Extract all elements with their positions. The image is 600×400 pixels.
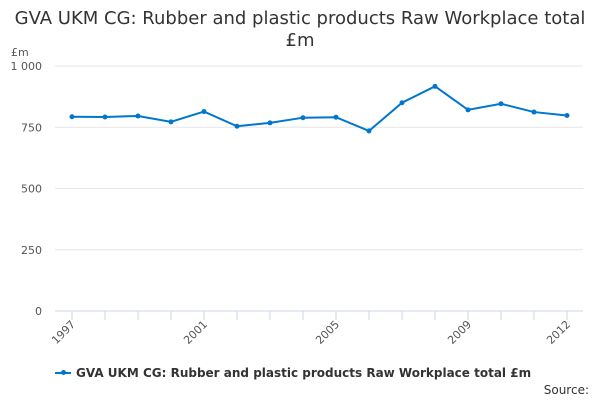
data-point xyxy=(432,83,438,89)
y-tick-label: 750 xyxy=(21,121,42,134)
data-point xyxy=(267,120,273,126)
y-tick-label: 500 xyxy=(21,183,42,196)
x-tick-label: 2005 xyxy=(313,318,342,347)
source-label: Source: xyxy=(543,383,589,397)
series-line xyxy=(71,85,568,133)
data-point xyxy=(564,112,570,118)
y-tick-label: 250 xyxy=(21,244,42,257)
data-point xyxy=(465,107,471,113)
data-point xyxy=(102,114,108,120)
data-point xyxy=(498,101,504,107)
data-point xyxy=(69,114,75,120)
legend-swatch xyxy=(55,370,71,375)
chart-title: GVA UKM CG: Rubber and plastic products … xyxy=(14,8,586,51)
data-point xyxy=(135,113,141,119)
y-axis-label: £m xyxy=(11,46,29,59)
data-point xyxy=(201,109,207,115)
data-point xyxy=(234,123,240,129)
data-point xyxy=(168,119,174,125)
y-tick-label: 1 000 xyxy=(11,60,43,73)
data-point xyxy=(366,128,372,134)
data-point xyxy=(300,115,306,121)
x-tick-label: 2009 xyxy=(445,318,474,347)
data-point xyxy=(531,109,537,115)
x-tick-label: 2001 xyxy=(181,318,210,347)
data-point xyxy=(333,114,339,120)
legend-label: GVA UKM CG: Rubber and plastic products … xyxy=(76,366,532,380)
x-tick-label: 2012 xyxy=(544,318,573,347)
y-tick-label: 0 xyxy=(35,305,42,318)
x-tick-label: 1997 xyxy=(49,318,78,347)
data-point xyxy=(399,100,405,106)
legend-item[interactable]: GVA UKM CG: Rubber and plastic products … xyxy=(55,366,531,380)
